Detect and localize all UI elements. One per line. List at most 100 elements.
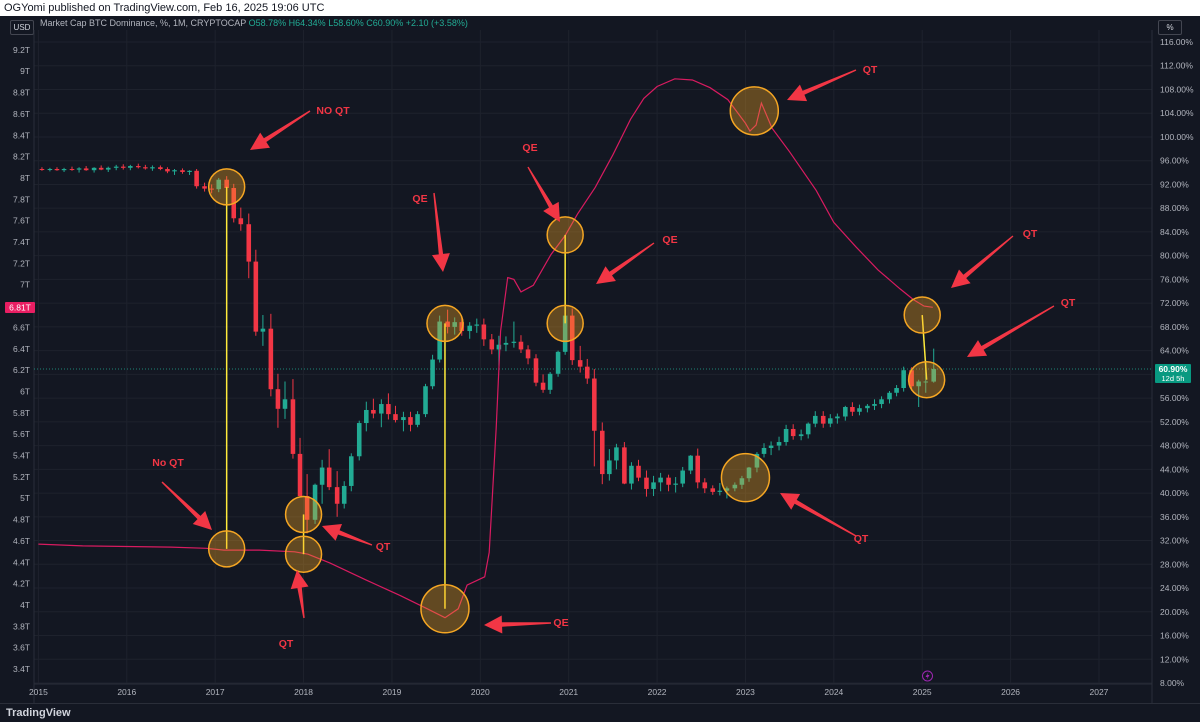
candle xyxy=(467,322,472,339)
candle-body xyxy=(297,453,303,497)
candle xyxy=(143,164,148,170)
annotation-label: QT xyxy=(1061,297,1076,309)
candle xyxy=(636,459,641,482)
candle xyxy=(150,165,155,171)
candle-body xyxy=(835,416,840,419)
candle xyxy=(408,411,413,432)
legend-open: O58.78% xyxy=(248,18,287,28)
candle xyxy=(569,308,575,365)
left-tick-label: 3.4T xyxy=(13,664,30,674)
candle xyxy=(202,182,207,192)
candle-body xyxy=(607,460,612,475)
highlight-circle xyxy=(420,584,470,634)
tradingview-logo[interactable]: TradingView xyxy=(6,707,71,719)
candle xyxy=(326,449,332,491)
left-tick-label: 7.2T xyxy=(13,258,30,268)
candle-body xyxy=(717,490,723,492)
candle-body xyxy=(614,447,619,461)
candle xyxy=(503,336,509,352)
candle xyxy=(761,443,767,458)
candle-body xyxy=(865,405,870,409)
currency-button[interactable]: USD xyxy=(10,20,34,35)
right-tick-label: 100.00% xyxy=(1160,132,1194,142)
left-price-marker: 6.81T xyxy=(5,302,35,313)
candle-body xyxy=(172,170,177,172)
candle xyxy=(540,374,546,393)
candle xyxy=(290,379,296,459)
candle-body xyxy=(326,467,332,488)
x-tick-label: 2025 xyxy=(913,687,932,697)
candle-body xyxy=(445,321,450,327)
candle xyxy=(105,166,111,172)
candle xyxy=(584,358,590,384)
candle-body xyxy=(511,341,517,343)
candle-body xyxy=(61,169,67,171)
candle-body xyxy=(268,328,274,390)
candle-body xyxy=(348,456,354,486)
candle xyxy=(393,405,398,423)
candle xyxy=(754,452,760,473)
candle xyxy=(91,167,97,173)
candle-body xyxy=(83,168,89,171)
candle xyxy=(835,413,840,424)
candle-body xyxy=(474,324,480,326)
right-tick-label: 24.00% xyxy=(1160,583,1189,593)
right-tick-label: 64.00% xyxy=(1160,346,1189,356)
candle-body xyxy=(216,179,221,190)
candle-body xyxy=(503,342,509,345)
highlight-circle xyxy=(284,535,323,573)
candle-body xyxy=(282,399,288,409)
candle-body xyxy=(105,167,111,170)
candle xyxy=(865,404,870,413)
candle-body xyxy=(768,445,774,448)
legend-change: +2.10 (+3.58%) xyxy=(405,18,468,28)
candle-body xyxy=(599,430,605,475)
candle-body xyxy=(304,496,310,520)
candle xyxy=(136,163,141,169)
candle xyxy=(356,420,362,461)
line-series xyxy=(38,78,933,619)
candle xyxy=(423,383,428,418)
candle xyxy=(120,164,126,170)
annotation-label: QT xyxy=(279,638,294,650)
candle xyxy=(732,482,738,492)
percent-scale-button[interactable]: % xyxy=(1158,20,1182,35)
legend-high: H64.34% xyxy=(288,18,326,28)
time-axis: 2015 2016 2017 2018 2019 2020 2021 2022 2023 2024… xyxy=(29,687,1109,697)
candle xyxy=(916,379,921,408)
annotation-arrow xyxy=(967,305,1055,357)
right-tick-label: 40.00% xyxy=(1160,488,1189,498)
candlestick-chart[interactable]: 9.2T 9T 8.8T 8.6T 8.4T 8.2T 8T 7.8T 7.6T 7.4T 7.2T… xyxy=(0,0,1200,703)
candle xyxy=(768,441,774,456)
x-tick-label: 2020 xyxy=(471,687,490,697)
candle-body xyxy=(790,428,796,437)
candle xyxy=(843,405,848,421)
left-tick-label: 4.2T xyxy=(13,579,30,589)
legend-low: L58.60% xyxy=(328,18,364,28)
right-tick-label: 44.00% xyxy=(1160,464,1189,474)
candle-body xyxy=(879,399,884,405)
highlight-circle xyxy=(729,86,780,136)
candle xyxy=(547,371,553,394)
candle-body xyxy=(739,478,745,485)
candle xyxy=(128,164,133,171)
candle-body xyxy=(746,467,752,479)
candle xyxy=(688,455,693,475)
highlight-circle xyxy=(426,304,464,343)
right-tick-label: 76.00% xyxy=(1160,274,1189,284)
annotation-arrow xyxy=(787,69,857,102)
candle xyxy=(158,165,163,171)
candle xyxy=(98,165,104,171)
candle xyxy=(452,317,457,335)
annotation-arrow xyxy=(596,242,655,284)
right-tick-label: 108.00% xyxy=(1160,84,1194,94)
candle-body xyxy=(666,477,671,485)
candle xyxy=(931,348,936,383)
right-tick-label: 28.00% xyxy=(1160,559,1189,569)
candle-body xyxy=(923,381,929,383)
candle xyxy=(525,345,531,365)
price-markers: 6.81T 60.90%12d 5h xyxy=(5,302,1191,682)
annotation-label: QT xyxy=(854,533,869,545)
annotation-label: QT xyxy=(863,64,878,76)
candle xyxy=(857,404,862,416)
